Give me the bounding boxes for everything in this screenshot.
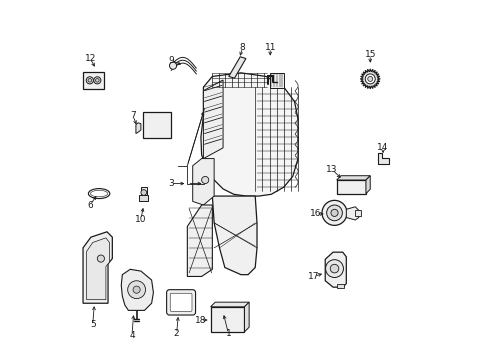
- Polygon shape: [86, 238, 109, 300]
- Text: 6: 6: [87, 201, 93, 210]
- Polygon shape: [378, 153, 388, 164]
- Bar: [141, 187, 146, 195]
- Text: 9: 9: [168, 56, 174, 65]
- Circle shape: [97, 255, 104, 262]
- Bar: [336, 180, 365, 194]
- Circle shape: [127, 281, 145, 298]
- Text: 2: 2: [173, 329, 179, 338]
- Bar: [269, 73, 283, 88]
- Circle shape: [326, 205, 342, 221]
- Text: 17: 17: [308, 272, 319, 281]
- Bar: [336, 284, 343, 288]
- Text: 4: 4: [129, 331, 135, 340]
- Circle shape: [94, 77, 101, 84]
- Polygon shape: [121, 269, 153, 310]
- Circle shape: [365, 74, 374, 84]
- Circle shape: [329, 264, 338, 273]
- Text: 14: 14: [377, 143, 388, 152]
- Ellipse shape: [88, 189, 110, 199]
- Bar: [210, 307, 244, 332]
- Circle shape: [325, 260, 343, 278]
- Circle shape: [86, 77, 93, 84]
- Text: 13: 13: [325, 165, 337, 174]
- Polygon shape: [210, 302, 248, 307]
- Text: 1: 1: [225, 329, 231, 338]
- Bar: [139, 195, 148, 202]
- Circle shape: [169, 62, 176, 69]
- Text: 8: 8: [239, 43, 245, 52]
- FancyBboxPatch shape: [170, 293, 192, 311]
- Bar: [83, 72, 103, 89]
- Text: 12: 12: [84, 54, 96, 63]
- Polygon shape: [136, 123, 141, 134]
- Polygon shape: [201, 73, 298, 196]
- Circle shape: [322, 201, 346, 225]
- Circle shape: [201, 176, 208, 184]
- Polygon shape: [228, 57, 245, 78]
- Text: 5: 5: [90, 320, 95, 329]
- Polygon shape: [325, 252, 346, 287]
- Bar: [142, 112, 171, 138]
- Polygon shape: [336, 176, 369, 180]
- Text: 7: 7: [130, 111, 136, 120]
- Polygon shape: [192, 158, 214, 205]
- Polygon shape: [244, 302, 248, 332]
- Polygon shape: [365, 176, 369, 194]
- Text: 15: 15: [364, 50, 375, 59]
- Text: 11: 11: [264, 43, 275, 52]
- Bar: [354, 210, 360, 216]
- Polygon shape: [360, 69, 380, 89]
- Text: 16: 16: [309, 210, 321, 219]
- Text: 18: 18: [195, 315, 206, 324]
- Circle shape: [133, 286, 140, 293]
- Circle shape: [330, 209, 337, 216]
- Text: 3: 3: [168, 179, 174, 188]
- Circle shape: [95, 78, 99, 82]
- Polygon shape: [83, 232, 112, 303]
- Polygon shape: [212, 196, 257, 275]
- Text: 10: 10: [135, 215, 146, 224]
- Polygon shape: [187, 205, 212, 276]
- Circle shape: [141, 190, 146, 195]
- Circle shape: [88, 78, 91, 82]
- Circle shape: [367, 76, 372, 81]
- Polygon shape: [346, 207, 358, 220]
- FancyBboxPatch shape: [166, 290, 195, 315]
- Polygon shape: [203, 80, 223, 158]
- Ellipse shape: [90, 190, 107, 197]
